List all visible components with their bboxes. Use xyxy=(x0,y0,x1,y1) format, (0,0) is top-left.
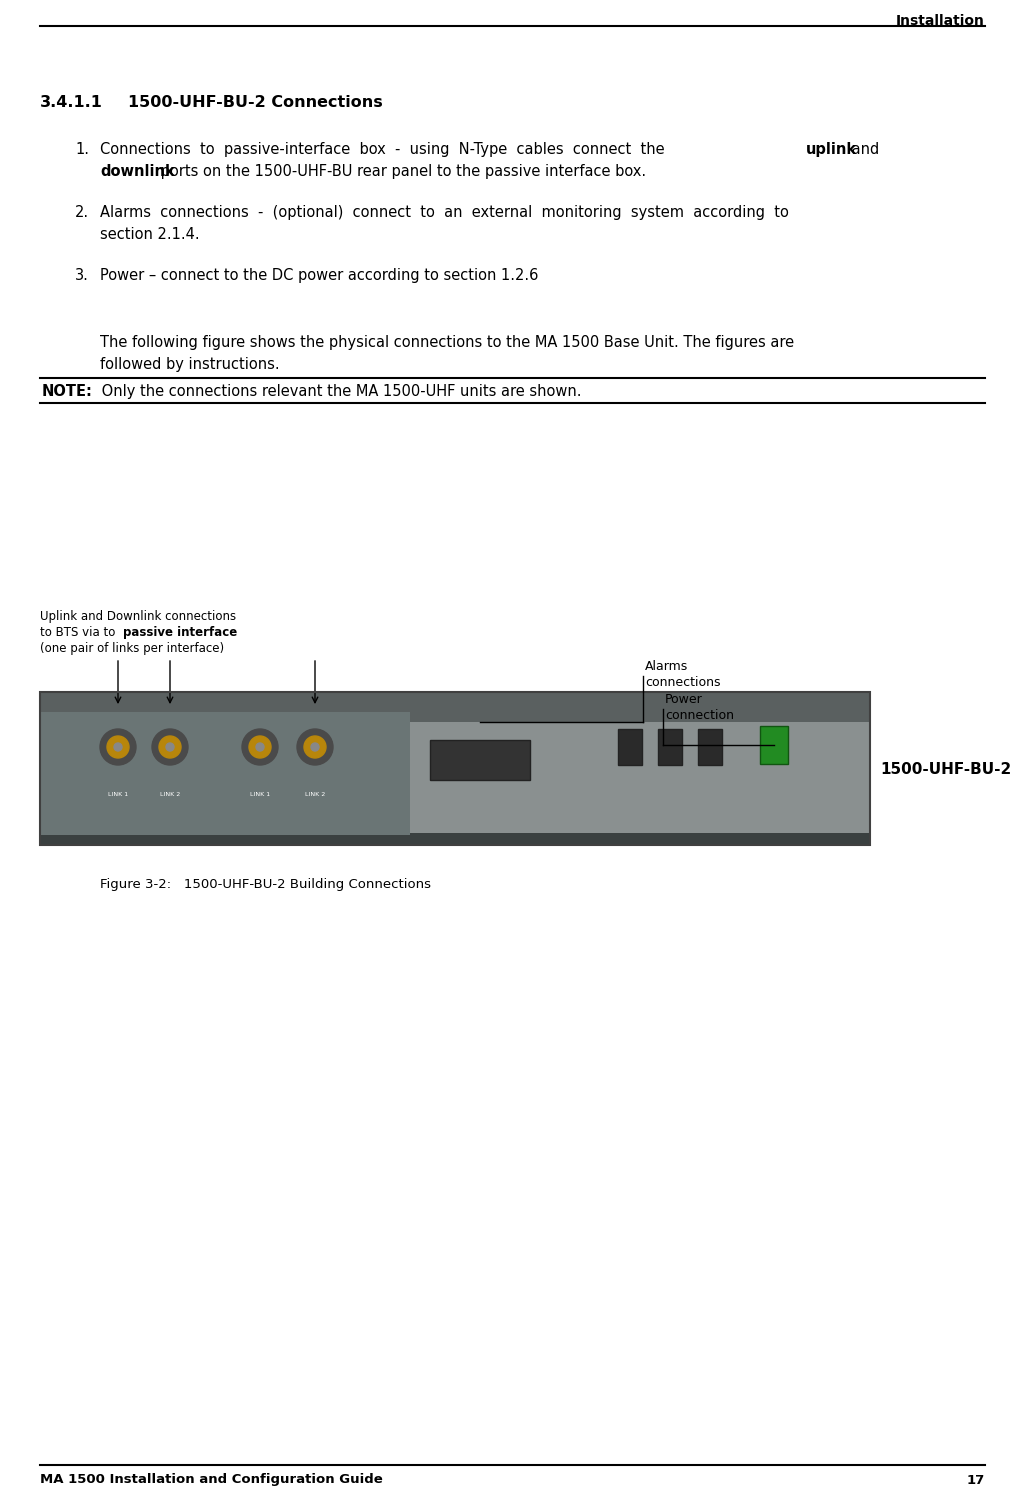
Text: 3.4.1.1: 3.4.1.1 xyxy=(40,94,103,109)
Circle shape xyxy=(242,729,278,765)
Bar xyxy=(658,729,682,765)
Text: MA 1500 Installation and Configuration Guide: MA 1500 Installation and Configuration G… xyxy=(40,1473,383,1487)
Text: ports on the 1500-UHF-BU rear panel to the passive interface box.: ports on the 1500-UHF-BU rear panel to t… xyxy=(156,165,646,180)
Text: and: and xyxy=(847,142,879,157)
Circle shape xyxy=(100,729,136,765)
Circle shape xyxy=(311,743,319,751)
Text: Connections  to  passive-interface  box  -  using  N-Type  cables  connect  the: Connections to passive-interface box - u… xyxy=(100,142,669,157)
Text: The following figure shows the physical connections to the MA 1500 Base Unit. Th: The following figure shows the physical … xyxy=(100,335,794,350)
Text: to BTS via to: to BTS via to xyxy=(40,626,119,639)
Bar xyxy=(40,713,410,835)
Circle shape xyxy=(249,737,271,757)
Text: Alarms: Alarms xyxy=(645,660,688,674)
Bar xyxy=(430,740,530,780)
Text: section 2.1.4.: section 2.1.4. xyxy=(100,228,200,243)
Text: 3.: 3. xyxy=(75,268,89,283)
Text: 1500-UHF-BU-2: 1500-UHF-BU-2 xyxy=(880,762,1011,777)
Text: Power: Power xyxy=(665,693,702,707)
Text: uplink: uplink xyxy=(806,142,857,157)
Bar xyxy=(40,692,870,844)
Text: downlink: downlink xyxy=(100,165,175,180)
Bar xyxy=(698,729,722,765)
Bar xyxy=(40,692,870,722)
Text: followed by instructions.: followed by instructions. xyxy=(100,356,280,371)
Circle shape xyxy=(159,737,181,757)
Circle shape xyxy=(107,737,129,757)
Text: 1.: 1. xyxy=(75,142,89,157)
Text: LINK 1: LINK 1 xyxy=(108,792,128,796)
Text: NOTE:: NOTE: xyxy=(42,385,93,400)
Circle shape xyxy=(297,729,333,765)
Text: Uplink and Downlink connections: Uplink and Downlink connections xyxy=(40,609,236,623)
Text: Power – connect to the DC power according to section 1.2.6: Power – connect to the DC power accordin… xyxy=(100,268,538,283)
Bar xyxy=(40,692,870,844)
Text: connection: connection xyxy=(665,710,734,722)
Text: Installation: Installation xyxy=(896,13,985,28)
Text: Only the connections relevant the MA 1500-UHF units are shown.: Only the connections relevant the MA 150… xyxy=(97,385,582,400)
Text: LINK 2: LINK 2 xyxy=(305,792,325,796)
Circle shape xyxy=(114,743,121,751)
Text: LINK 2: LINK 2 xyxy=(160,792,180,796)
Text: 2.: 2. xyxy=(75,205,89,220)
Circle shape xyxy=(166,743,174,751)
Circle shape xyxy=(256,743,264,751)
Text: 1500-UHF-BU-2 Connections: 1500-UHF-BU-2 Connections xyxy=(128,94,383,109)
Bar xyxy=(760,726,788,763)
Text: connections: connections xyxy=(645,677,721,689)
Circle shape xyxy=(304,737,326,757)
Bar xyxy=(40,832,870,844)
Bar xyxy=(618,729,642,765)
Text: passive interface: passive interface xyxy=(123,626,237,639)
Text: Figure 3-2:   1500-UHF-BU-2 Building Connections: Figure 3-2: 1500-UHF-BU-2 Building Conne… xyxy=(100,879,431,891)
Text: Alarms  connections  -  (optional)  connect  to  an  external  monitoring  syste: Alarms connections - (optional) connect … xyxy=(100,205,789,220)
Text: (one pair of links per interface): (one pair of links per interface) xyxy=(40,642,225,656)
Text: LINK 1: LINK 1 xyxy=(250,792,271,796)
Text: 17: 17 xyxy=(967,1473,985,1487)
Circle shape xyxy=(152,729,188,765)
